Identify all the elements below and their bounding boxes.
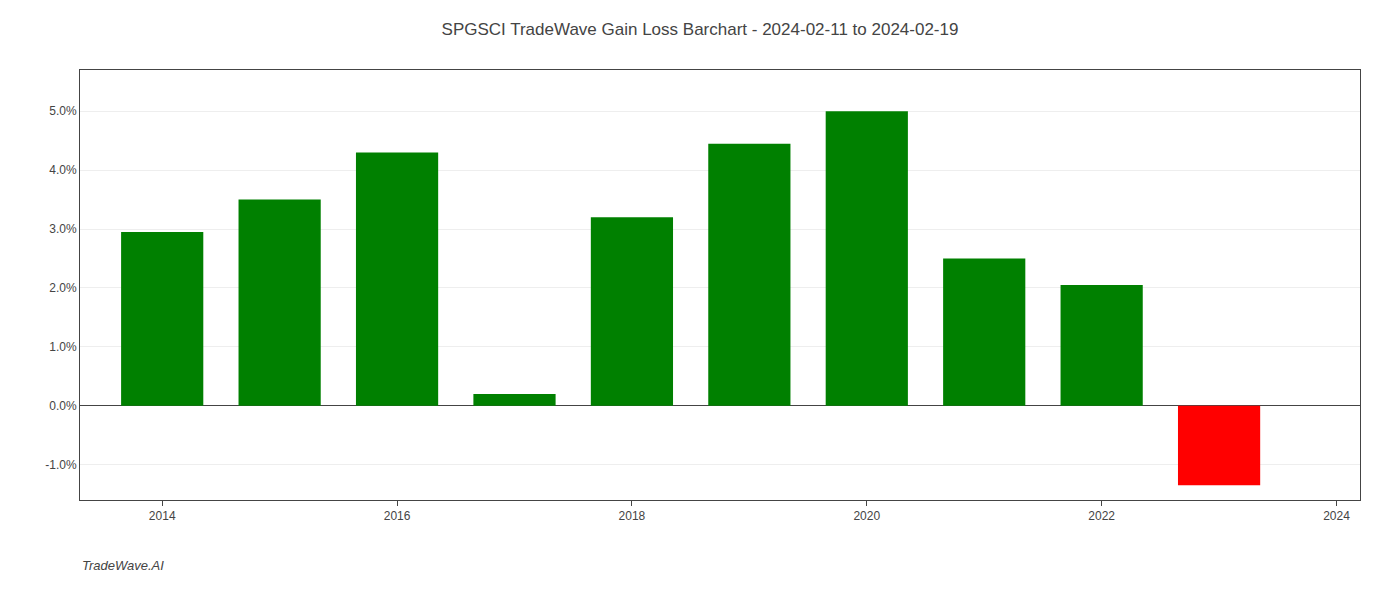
svg-text:2014: 2014 [149,509,176,523]
svg-text:2024: 2024 [1323,509,1350,523]
svg-text:5.0%: 5.0% [49,104,77,118]
svg-text:2016: 2016 [384,509,411,523]
svg-text:2.0%: 2.0% [49,281,77,295]
svg-text:4.0%: 4.0% [49,163,77,177]
svg-text:TradeWave.AI: TradeWave.AI [82,558,164,573]
svg-text:2020: 2020 [853,509,880,523]
svg-text:-1.0%: -1.0% [45,458,77,472]
svg-text:SPGSCI TradeWave Gain Loss Bar: SPGSCI TradeWave Gain Loss Barchart - 20… [442,20,959,39]
svg-text:2022: 2022 [1088,509,1115,523]
svg-text:0.0%: 0.0% [49,399,77,413]
svg-text:2018: 2018 [619,509,646,523]
svg-text:1.0%: 1.0% [49,340,77,354]
svg-text:3.0%: 3.0% [49,222,77,236]
